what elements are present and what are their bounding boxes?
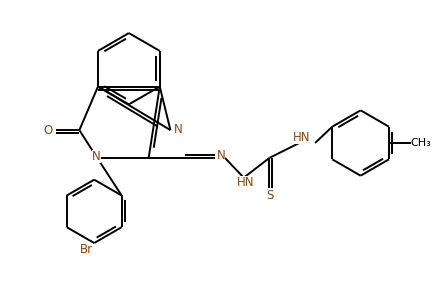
Text: O: O [43,124,52,137]
Text: Br: Br [80,243,93,257]
Text: N: N [217,149,225,162]
Text: N: N [174,123,183,136]
Text: CH₃: CH₃ [411,138,431,148]
Text: S: S [266,189,273,202]
Text: HN: HN [293,130,310,143]
Text: N: N [92,150,101,163]
Text: HN: HN [237,176,255,189]
